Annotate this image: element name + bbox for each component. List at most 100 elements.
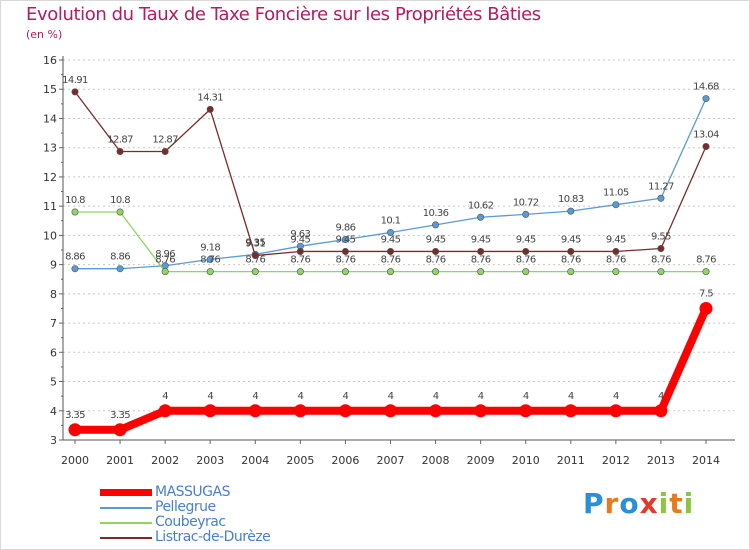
data-point bbox=[341, 235, 349, 243]
data-label: 10.8 bbox=[65, 195, 85, 206]
data-label: 8.76 bbox=[516, 255, 536, 266]
x-tick-label: 2009 bbox=[467, 454, 495, 467]
x-tick-label: 2002 bbox=[151, 454, 179, 467]
data-point bbox=[699, 301, 713, 315]
x-tick-label: 2014 bbox=[692, 454, 720, 467]
logo-letter: t bbox=[669, 487, 684, 520]
data-point bbox=[71, 88, 79, 96]
data-label: 9.45 bbox=[561, 234, 581, 245]
logo-letter: o bbox=[619, 487, 640, 520]
data-label: 8.76 bbox=[426, 255, 446, 266]
data-label: 4 bbox=[297, 391, 303, 402]
data-point bbox=[248, 404, 262, 418]
data-point bbox=[206, 105, 214, 113]
data-label: 9.18 bbox=[200, 242, 220, 253]
data-point bbox=[477, 247, 485, 255]
y-tick-label: 6 bbox=[50, 346, 57, 359]
data-point bbox=[567, 268, 575, 276]
data-label: 9.45 bbox=[426, 234, 446, 245]
x-tick-label: 2000 bbox=[61, 454, 89, 467]
legend-swatch-pellegrue bbox=[100, 507, 152, 509]
line-chart: 3 4 5 6 7 8 9 10 11 12 13 14 15 16 2000 2001 2002 2003 200… bbox=[43, 54, 735, 467]
data-point bbox=[432, 221, 440, 229]
data-label: 10.83 bbox=[558, 194, 584, 205]
chart-subtitle: (en %) bbox=[26, 28, 63, 41]
data-point bbox=[251, 252, 259, 260]
data-label: 8.76 bbox=[696, 255, 716, 266]
x-tick-label: 2004 bbox=[241, 454, 269, 467]
legend-label-massugas: MASSUGAS bbox=[155, 484, 231, 500]
data-point bbox=[522, 268, 530, 276]
data-point bbox=[657, 194, 665, 202]
data-label: 4 bbox=[207, 391, 213, 402]
data-label: 9.45 bbox=[290, 234, 310, 245]
data-point bbox=[68, 423, 82, 437]
y-tick-label: 9 bbox=[50, 259, 57, 272]
y-tick-label: 13 bbox=[43, 142, 57, 155]
data-label: 8.96 bbox=[155, 249, 175, 260]
data-label: 4 bbox=[613, 391, 619, 402]
legend-swatch-listrac bbox=[100, 537, 152, 539]
data-label: 10.1 bbox=[381, 215, 401, 226]
legend-label-pellegrue: Pellegrue bbox=[155, 499, 216, 515]
data-point bbox=[71, 208, 79, 216]
data-label: 8.76 bbox=[200, 255, 220, 266]
x-tick-label: 2007 bbox=[377, 454, 405, 467]
logo-letter: x bbox=[639, 487, 659, 520]
logo-letter: i bbox=[658, 487, 670, 520]
x-tick-label: 2008 bbox=[422, 454, 450, 467]
data-point bbox=[161, 147, 169, 155]
data-point bbox=[477, 213, 485, 221]
y-tick-label: 5 bbox=[50, 376, 57, 389]
data-label: 8.86 bbox=[65, 252, 85, 263]
data-point bbox=[116, 147, 124, 155]
data-label: 8.76 bbox=[290, 255, 310, 266]
data-label: 4 bbox=[478, 391, 484, 402]
data-label: 7.5 bbox=[699, 288, 713, 299]
data-point bbox=[341, 247, 349, 255]
y-tick-label: 16 bbox=[43, 54, 57, 67]
data-point bbox=[477, 268, 485, 276]
data-point bbox=[116, 208, 124, 216]
data-point bbox=[386, 228, 394, 236]
data-point bbox=[612, 247, 620, 255]
x-tick-label: 2005 bbox=[286, 454, 314, 467]
data-point bbox=[386, 247, 394, 255]
data-point bbox=[567, 207, 575, 215]
data-point bbox=[384, 404, 397, 418]
data-label: 9.31 bbox=[245, 239, 265, 250]
y-tick-label: 12 bbox=[43, 171, 57, 184]
data-point bbox=[522, 210, 530, 218]
data-label: 4 bbox=[658, 391, 664, 402]
data-label: 11.27 bbox=[648, 181, 674, 192]
data-point bbox=[161, 268, 169, 276]
data-label: 8.76 bbox=[381, 255, 401, 266]
x-tick-label: 2003 bbox=[196, 454, 224, 467]
data-point bbox=[657, 268, 665, 276]
data-label: 8.76 bbox=[335, 255, 355, 266]
data-label: 9.45 bbox=[606, 234, 626, 245]
data-label: 9.63 bbox=[290, 229, 310, 240]
data-label: 11.05 bbox=[603, 188, 629, 199]
data-point bbox=[702, 143, 710, 151]
logo-letter: P bbox=[583, 487, 605, 520]
data-point bbox=[432, 247, 440, 255]
data-label: 9.45 bbox=[471, 234, 491, 245]
data-point bbox=[474, 404, 488, 418]
data-label: 9.45 bbox=[381, 234, 401, 245]
data-point bbox=[251, 268, 259, 276]
data-point bbox=[657, 245, 665, 253]
data-label: 8.76 bbox=[606, 255, 626, 266]
legend-label-listrac: Listrac-de-Durèze bbox=[155, 529, 271, 545]
data-point bbox=[519, 404, 533, 418]
data-point bbox=[296, 268, 304, 276]
data-point bbox=[567, 247, 575, 255]
data-label: 4 bbox=[388, 391, 394, 402]
data-label: 10.62 bbox=[468, 200, 494, 211]
logo-letter: r bbox=[604, 487, 620, 520]
legend-swatch-coubeyrac bbox=[100, 522, 152, 524]
legend-label-coubeyrac: Coubeyrac bbox=[155, 514, 226, 530]
data-point bbox=[116, 265, 124, 273]
data-point bbox=[386, 268, 394, 276]
